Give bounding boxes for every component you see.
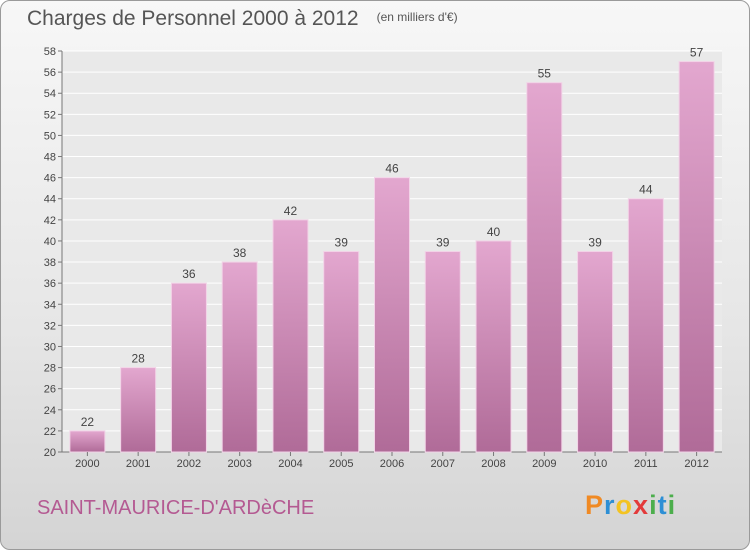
bar xyxy=(526,82,563,453)
data-label: 42 xyxy=(284,204,298,218)
bar xyxy=(374,177,410,453)
bar xyxy=(678,61,715,453)
x-tick-label: 2012 xyxy=(684,458,708,470)
x-tick-label: 2000 xyxy=(75,458,99,470)
data-label: 36 xyxy=(182,267,196,281)
bar xyxy=(424,251,461,453)
chart-unit: (en milliers d'€) xyxy=(376,10,458,24)
commune-name: SAINT-MAURICE-D'ARDèCHE xyxy=(37,497,315,519)
y-tick-label: 26 xyxy=(44,384,56,396)
data-label: 22 xyxy=(81,415,95,429)
x-tick-label: 2005 xyxy=(329,458,353,470)
x-tick-label: 2007 xyxy=(431,458,455,470)
data-label: 55 xyxy=(538,67,552,81)
x-tick-label: 2011 xyxy=(634,458,658,470)
y-tick-label: 22 xyxy=(44,426,56,438)
y-tick-label: 42 xyxy=(44,215,56,227)
y-tick-label: 30 xyxy=(44,341,56,353)
data-label: 28 xyxy=(131,352,145,366)
y-tick-label: 48 xyxy=(44,152,56,164)
y-tick-label: 38 xyxy=(44,257,56,269)
y-tick-label: 32 xyxy=(44,320,56,332)
chart-title-text: Charges de Personnel 2000 à 2012 xyxy=(27,7,359,30)
x-tick-label: 2010 xyxy=(583,458,607,470)
data-label: 39 xyxy=(436,236,450,250)
data-label: 46 xyxy=(385,162,399,176)
data-label: 57 xyxy=(690,46,704,60)
y-tick-label: 54 xyxy=(44,88,56,100)
y-tick-label: 40 xyxy=(44,236,56,248)
y-tick-label: 20 xyxy=(44,447,56,459)
y-tick-label: 24 xyxy=(44,405,56,417)
y-tick-label: 28 xyxy=(44,363,56,375)
data-label: 39 xyxy=(588,236,602,250)
bar xyxy=(170,282,207,453)
proxiti-logo: Proxiti xyxy=(585,490,677,520)
bar xyxy=(69,430,106,453)
data-label: 38 xyxy=(233,246,247,260)
data-label: 39 xyxy=(335,236,349,250)
x-tick-label: 2006 xyxy=(380,458,404,470)
bar xyxy=(475,240,512,453)
y-tick-label: 58 xyxy=(44,46,56,58)
bar xyxy=(577,251,614,453)
y-tick-label: 36 xyxy=(44,278,56,290)
y-tick-label: 50 xyxy=(44,130,56,142)
bar xyxy=(272,219,309,453)
y-tick-label: 44 xyxy=(44,194,56,206)
data-label: 40 xyxy=(487,225,501,239)
y-tick-label: 46 xyxy=(44,173,56,185)
data-label: 44 xyxy=(639,183,653,197)
bar xyxy=(627,198,664,453)
x-tick-label: 2003 xyxy=(227,458,251,470)
bar xyxy=(120,367,157,453)
x-tick-label: 2009 xyxy=(532,458,556,470)
y-tick-label: 52 xyxy=(44,109,56,121)
chart-title: Charges de Personnel 2000 à 2012 (en mill… xyxy=(27,7,458,31)
y-tick-label: 56 xyxy=(44,67,56,79)
bar xyxy=(323,251,360,453)
x-tick-label: 2004 xyxy=(278,458,302,470)
bar xyxy=(221,261,258,453)
y-tick-label: 34 xyxy=(44,299,56,311)
x-tick-label: 2008 xyxy=(481,458,505,470)
x-tick-label: 2001 xyxy=(126,458,150,470)
x-tick-label: 2002 xyxy=(177,458,201,470)
